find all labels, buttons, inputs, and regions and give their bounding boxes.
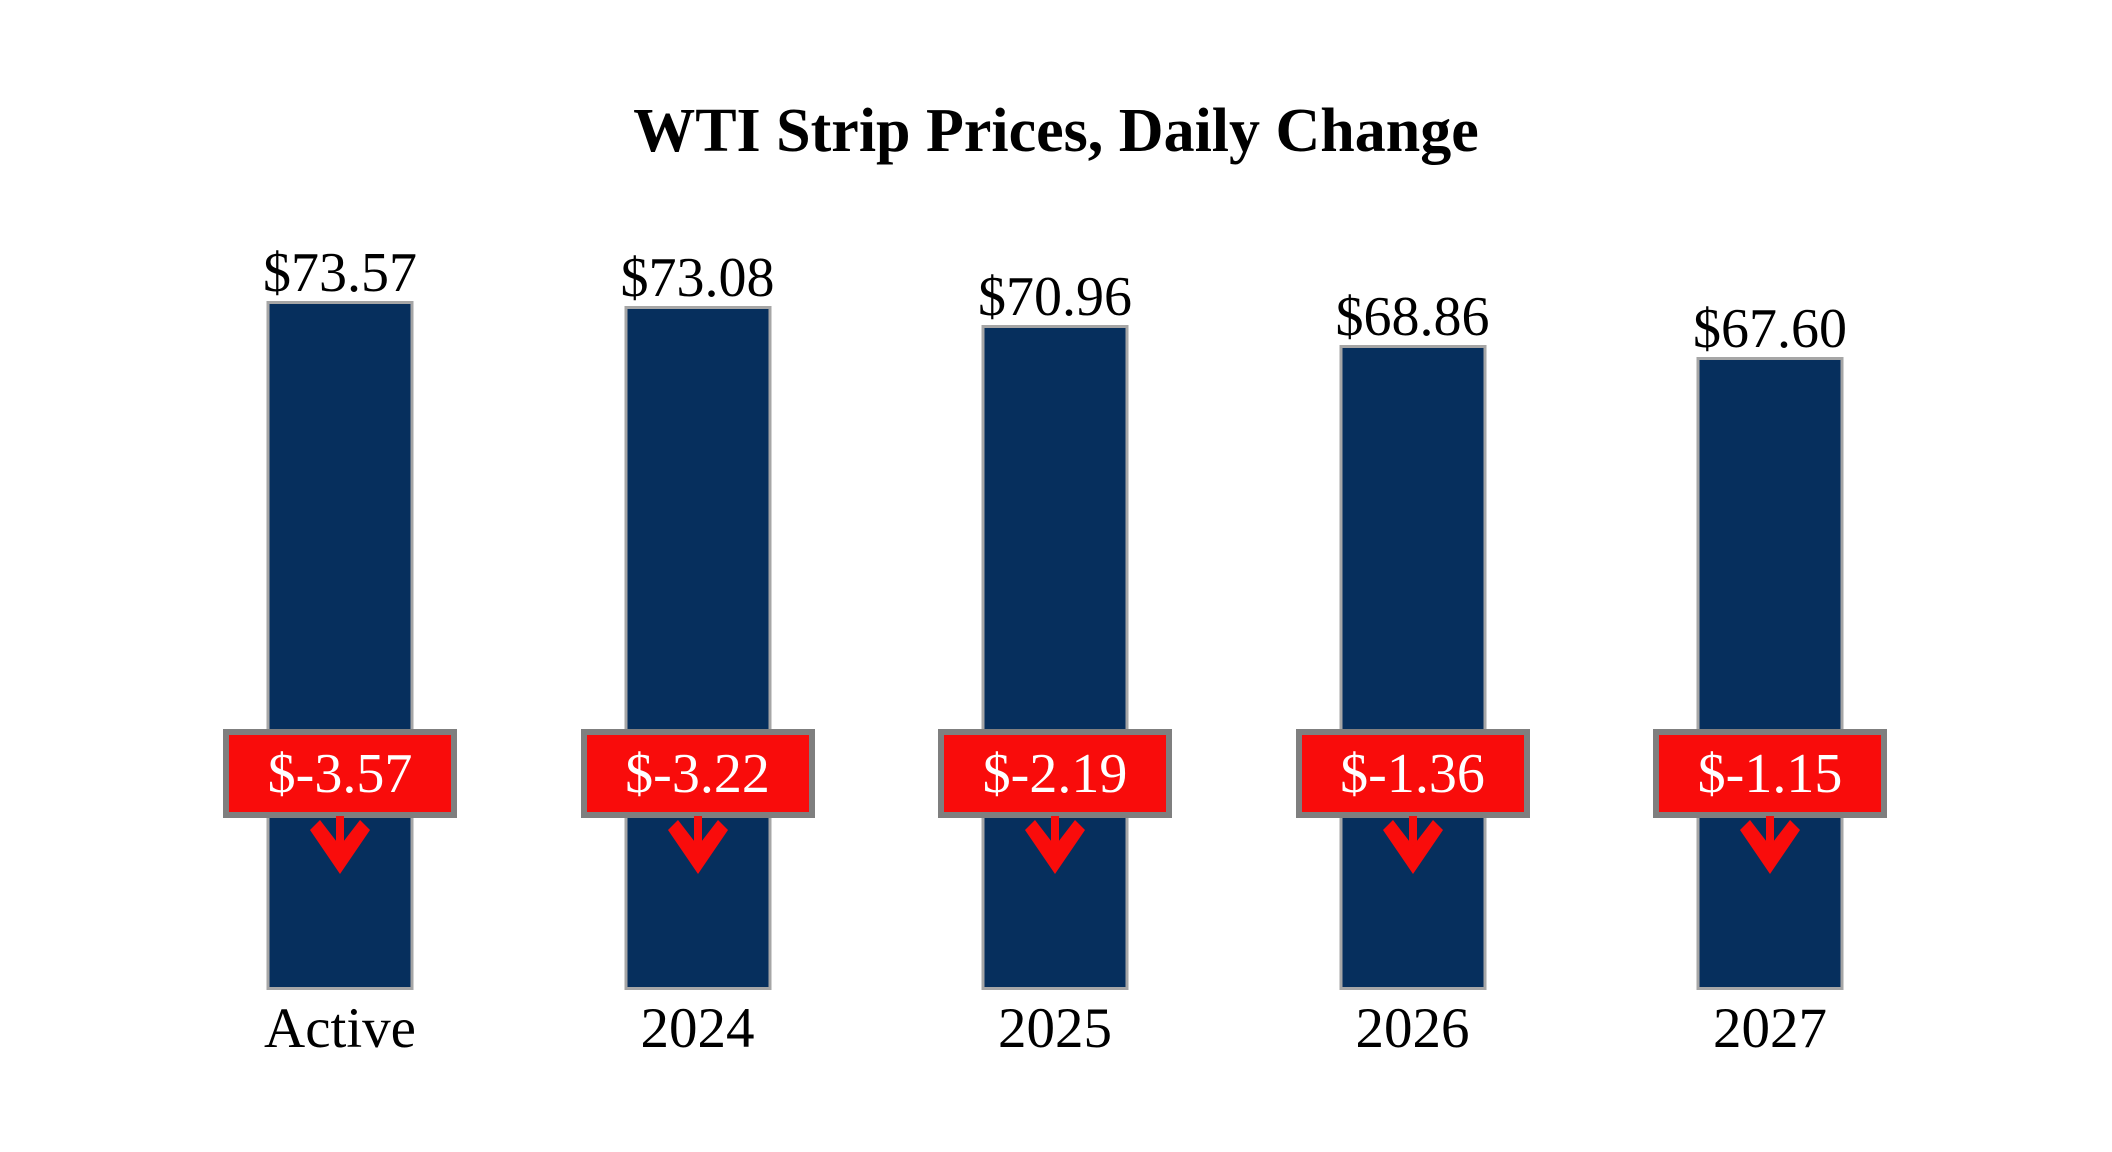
category-label: 2026 [1355, 997, 1470, 1060]
price-bar [266, 301, 414, 990]
change-badge: $-1.15 [1653, 729, 1887, 818]
change-badge: $-3.22 [580, 729, 815, 818]
column-2024: $73.08 $-3.22 2024 [578, 0, 818, 1152]
price-label: $73.57 [263, 242, 417, 304]
change-label: $-1.15 [1697, 742, 1843, 805]
column-2026: $68.86 $-1.36 2026 [1293, 0, 1533, 1152]
column-2027: $67.60 $-1.15 2027 [1650, 0, 1890, 1152]
change-label: $-3.57 [267, 742, 413, 805]
down-arrow-icon [308, 816, 372, 874]
price-label: $70.96 [978, 266, 1132, 328]
price-bar [981, 325, 1129, 990]
down-arrow-icon [1023, 816, 1087, 874]
category-label: Active [264, 997, 416, 1060]
category-label: 2027 [1713, 997, 1827, 1060]
chart-title: WTI Strip Prices, Daily Change [633, 97, 1479, 165]
down-arrow-icon [666, 816, 730, 874]
change-label: $-3.22 [625, 742, 770, 805]
down-arrow-icon [1381, 816, 1445, 874]
change-badge: $-1.36 [1295, 729, 1530, 818]
down-arrow-icon [1738, 816, 1802, 874]
price-bar [624, 306, 771, 990]
column-active: $73.57 $-3.57 Active [220, 0, 460, 1152]
price-label: $68.86 [1335, 286, 1490, 348]
change-label: $-1.36 [1340, 742, 1485, 805]
price-label: $73.08 [620, 247, 775, 309]
change-label: $-2.19 [982, 742, 1128, 805]
category-label: 2025 [998, 997, 1112, 1060]
change-badge: $-3.57 [223, 729, 457, 818]
change-badge: $-2.19 [938, 729, 1172, 818]
price-bar [1339, 345, 1486, 990]
column-2025: $70.96 $-2.19 2025 [935, 0, 1175, 1152]
category-label: 2024 [640, 997, 755, 1060]
price-label: $67.60 [1693, 298, 1847, 360]
price-bar [1696, 357, 1844, 990]
